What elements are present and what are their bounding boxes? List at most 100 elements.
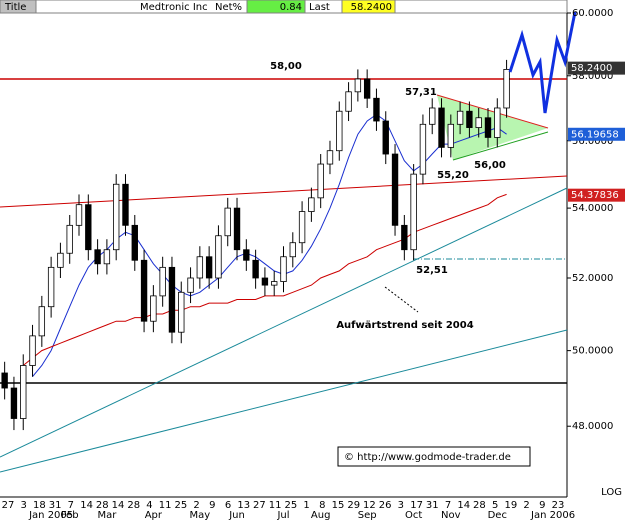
x-day-label: 14 bbox=[80, 500, 93, 511]
x-day-label: 28 bbox=[127, 500, 140, 511]
triangle-bottom bbox=[452, 131, 549, 161]
x-day-label: 25 bbox=[284, 500, 297, 511]
candle-body bbox=[243, 249, 250, 261]
triangle-top bbox=[436, 94, 549, 129]
x-tick-label: Jan 2005 bbox=[28, 510, 73, 520]
x-day-label: 29 bbox=[347, 500, 360, 511]
candle-body bbox=[196, 256, 204, 279]
candle-body bbox=[484, 117, 492, 138]
candle-body bbox=[187, 277, 194, 293]
x-tick-label: May bbox=[190, 510, 211, 520]
y-tick-label: 54.0000 bbox=[572, 203, 613, 214]
y-tick-label: 50.0000 bbox=[572, 346, 613, 357]
candle-body bbox=[103, 249, 111, 265]
x-day-label: 2 bbox=[523, 500, 529, 511]
x-day-label: 23 bbox=[552, 500, 565, 511]
x-day-label: 28 bbox=[96, 500, 109, 511]
candle-body bbox=[308, 197, 315, 212]
x-day-label: 9 bbox=[539, 500, 545, 511]
candle-body bbox=[410, 173, 417, 251]
candle-body bbox=[168, 266, 176, 333]
x-day-label: 5 bbox=[492, 500, 498, 511]
candle-body bbox=[261, 277, 269, 286]
forecast-line bbox=[508, 11, 577, 114]
annotation: 56,00 bbox=[474, 160, 506, 171]
annotation: 55,20 bbox=[437, 170, 469, 181]
header-last-value: 58.2400 bbox=[351, 2, 392, 13]
x-tick-label: Apr bbox=[145, 510, 163, 520]
x-day-label: 27 bbox=[253, 500, 266, 511]
annotation: Aufwärtstrend seit 2004 bbox=[336, 320, 473, 331]
candle-body bbox=[75, 204, 83, 226]
x-tick-label: Aug bbox=[311, 510, 331, 520]
price-marker-label: 54.37836 bbox=[571, 190, 619, 201]
x-tick-label: Jul bbox=[276, 510, 289, 520]
price-marker-label: 56.19658 bbox=[571, 129, 619, 140]
source: © http://www.godmode-trader.de bbox=[344, 452, 511, 463]
triangle-fill bbox=[437, 95, 548, 160]
x-day-label: 17 bbox=[410, 500, 423, 511]
candle-body bbox=[466, 110, 473, 128]
candle-body bbox=[205, 256, 213, 279]
x-day-label: 15 bbox=[332, 500, 345, 511]
candle-body bbox=[271, 281, 278, 286]
annotation: 57,31 bbox=[405, 87, 437, 98]
x-day-label: 8 bbox=[319, 500, 325, 511]
trend-line-red bbox=[0, 175, 568, 208]
candle-body bbox=[382, 120, 389, 155]
y-tick-label: 48.0000 bbox=[572, 421, 613, 432]
candle-body bbox=[57, 252, 64, 268]
x-tick-label: Nov bbox=[441, 510, 461, 520]
header-last-box bbox=[341, 0, 396, 14]
price-marker-label: 58.2400 bbox=[571, 63, 612, 74]
header-net-label: Net% bbox=[215, 2, 242, 13]
candle-body bbox=[419, 123, 427, 175]
header-tab bbox=[0, 0, 37, 14]
x-day-label: 31 bbox=[426, 500, 439, 511]
x-day-label: 3 bbox=[398, 500, 404, 511]
y-tick-label: 60.0000 bbox=[572, 8, 613, 19]
x-day-label: 11 bbox=[269, 500, 282, 511]
candle-body bbox=[131, 224, 138, 261]
candle-body bbox=[10, 387, 18, 419]
x-day-label: 12 bbox=[363, 500, 376, 511]
candle-body bbox=[503, 69, 510, 109]
price-marker bbox=[568, 188, 625, 202]
x-day-label: 25 bbox=[174, 500, 187, 511]
x-day-label: 26 bbox=[379, 500, 392, 511]
candle-body bbox=[29, 335, 36, 366]
candle-body bbox=[38, 306, 46, 337]
price-marker bbox=[568, 127, 625, 141]
candle-body bbox=[289, 242, 296, 258]
plot-area bbox=[1, 59, 510, 431]
annotation: 58,00 bbox=[270, 61, 302, 72]
x-day-label: 4 bbox=[146, 500, 152, 511]
trend-line-teal bbox=[0, 329, 568, 473]
x-day-label: 11 bbox=[159, 500, 172, 511]
x-day-label: 14 bbox=[457, 500, 470, 511]
x-day-label: 14 bbox=[112, 500, 125, 511]
x-day-label: 1 bbox=[303, 500, 309, 511]
candle-body bbox=[113, 183, 120, 251]
x-day-label: 18 bbox=[33, 500, 46, 511]
header-last-label: Last bbox=[309, 2, 330, 13]
candle-body bbox=[47, 266, 55, 308]
candle-body bbox=[215, 235, 222, 279]
candle-body bbox=[317, 163, 324, 199]
x-day-label: 6 bbox=[225, 500, 231, 511]
header-net-value: 0.84 bbox=[280, 2, 302, 13]
candle-body bbox=[159, 266, 166, 297]
candle-body bbox=[363, 78, 371, 99]
candle-body bbox=[373, 97, 380, 122]
candle-body bbox=[233, 207, 241, 251]
x-day-label: 7 bbox=[68, 500, 74, 511]
candle-body bbox=[429, 107, 436, 125]
pointer-line bbox=[384, 286, 419, 313]
x-day-label: 13 bbox=[237, 500, 250, 511]
candle-body bbox=[224, 207, 231, 237]
x-day-label: 3 bbox=[21, 500, 27, 511]
candle-body bbox=[401, 224, 408, 251]
x-day-label: 2 bbox=[193, 500, 199, 511]
candle-body bbox=[20, 365, 27, 419]
